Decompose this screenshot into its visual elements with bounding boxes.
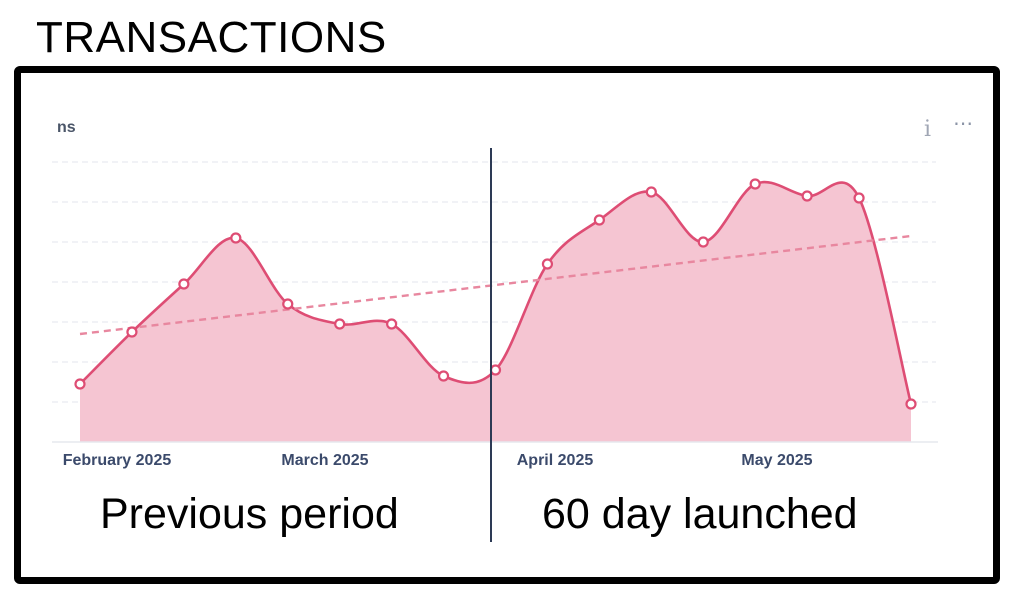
data-point[interactable] <box>593 214 605 226</box>
x-tick-label: May 2025 <box>741 452 812 469</box>
data-point[interactable] <box>334 318 346 330</box>
area-fill <box>80 182 911 443</box>
data-point[interactable] <box>697 236 709 248</box>
more-options-icon[interactable]: ⋯ <box>953 111 974 135</box>
data-point[interactable] <box>74 378 86 390</box>
card-title: ns <box>57 119 76 136</box>
x-tick-label: February 2025 <box>63 452 172 469</box>
info-icon[interactable]: i <box>924 117 932 142</box>
x-tick-label: March 2025 <box>281 452 368 469</box>
launch-period-label: 60 day launched <box>542 490 858 538</box>
data-point[interactable] <box>178 278 190 290</box>
data-point[interactable] <box>230 232 242 244</box>
data-point[interactable] <box>645 186 657 198</box>
data-point[interactable] <box>386 318 398 330</box>
data-point[interactable] <box>126 326 138 338</box>
data-point[interactable] <box>541 258 554 270</box>
data-point[interactable] <box>282 298 294 310</box>
data-point[interactable] <box>437 370 450 382</box>
previous-period-label: Previous period <box>100 490 399 538</box>
x-tick-label: April 2025 <box>517 452 594 469</box>
data-point[interactable] <box>905 398 917 410</box>
data-point[interactable] <box>749 178 761 190</box>
data-point[interactable] <box>801 190 813 202</box>
data-point[interactable] <box>489 364 502 376</box>
trend-line <box>79 234 912 336</box>
data-point[interactable] <box>853 192 865 204</box>
page-title: TRANSACTIONS <box>36 13 387 62</box>
